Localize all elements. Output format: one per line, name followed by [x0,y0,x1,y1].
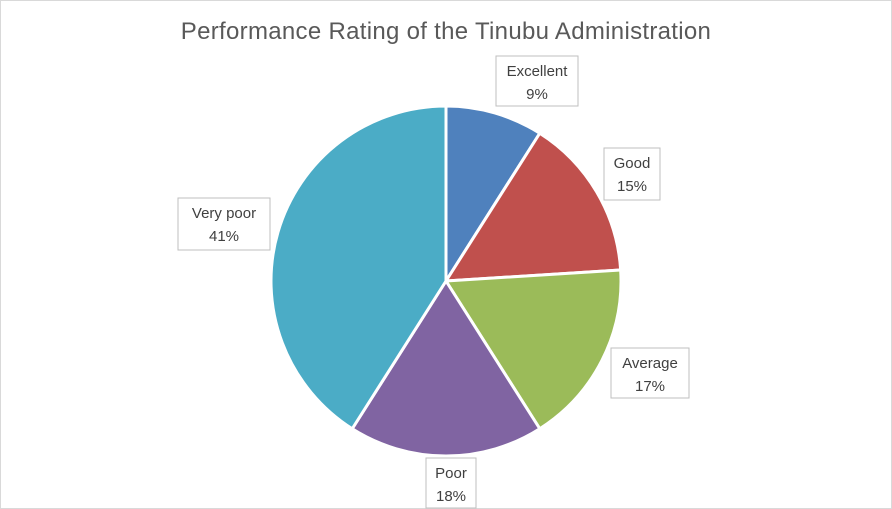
data-label-category-good: Good [614,155,651,172]
data-label-category-poor: Poor [435,465,467,482]
pie-slice-average [444,268,623,431]
data-label-category-very-poor: Very poor [192,205,256,222]
pie-slice-very-poor [269,104,448,431]
pie-slice-good [444,131,623,283]
data-label-value-very-poor: 41% [209,228,239,245]
data-label-category-average: Average [622,355,678,372]
pie-slice-poor [350,279,542,458]
data-label-box-poor [425,457,477,509]
data-label-box-very-poor [177,197,271,251]
pie-slice-excellent [444,104,542,283]
data-label-value-poor: 18% [436,488,466,505]
data-label-value-good: 15% [617,178,647,195]
chart-title: Performance Rating of the Tinubu Adminis… [180,18,712,45]
data-label-category-excellent: Excellent [507,63,569,80]
data-label-box-average [610,347,690,399]
data-label-value-excellent: 9% [526,86,548,103]
data-label-box-good [603,147,661,201]
data-label-value-average: 17% [635,378,665,395]
data-label-box-excellent [495,55,579,107]
